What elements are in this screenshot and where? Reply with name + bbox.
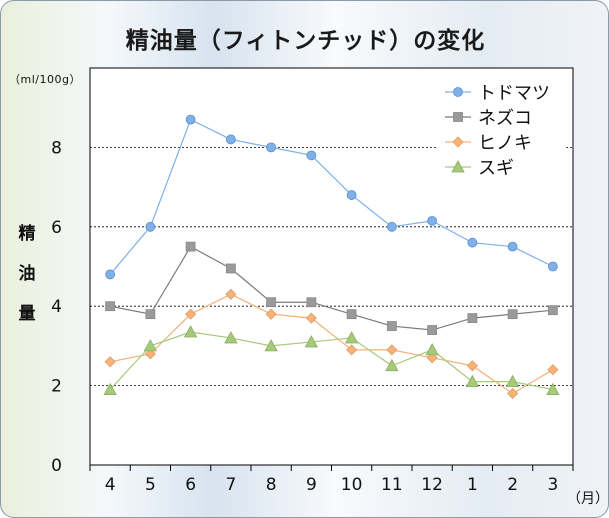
data-point xyxy=(466,360,478,372)
x-tick-label: 5 xyxy=(145,475,156,495)
y-axis-label-char: 量 xyxy=(18,304,36,324)
series-line xyxy=(110,293,554,395)
data-point xyxy=(465,374,480,388)
x-tick-label: 1 xyxy=(467,475,478,495)
data-point xyxy=(183,325,198,338)
y-tick-label: 0 xyxy=(51,456,62,476)
data-point xyxy=(426,352,438,364)
data-point xyxy=(266,142,277,153)
data-point xyxy=(143,339,158,352)
data-point xyxy=(547,364,559,376)
x-tick-label: 6 xyxy=(185,475,196,495)
chart-title: 精油量（フィトンチッド）の変化 xyxy=(125,28,486,54)
data-point xyxy=(507,309,518,320)
y-axis-label-char: 精 xyxy=(18,224,36,244)
data-point xyxy=(225,288,237,300)
data-point xyxy=(145,221,156,232)
x-tick-label: 2 xyxy=(507,475,518,495)
data-point xyxy=(346,309,357,320)
data-point xyxy=(346,344,358,356)
y-axis-label-char: 油 xyxy=(18,264,36,284)
x-tick-label: 10 xyxy=(341,475,363,495)
data-point xyxy=(427,215,438,226)
x-axis-unit: （月） xyxy=(567,491,609,507)
data-point xyxy=(105,269,116,280)
data-point xyxy=(467,313,478,324)
data-point xyxy=(105,301,116,312)
x-tick-label: 3 xyxy=(547,475,558,495)
data-point xyxy=(144,348,156,360)
data-point xyxy=(145,309,156,320)
y-tick-label: 6 xyxy=(51,218,62,238)
y-tick-label: 2 xyxy=(51,377,62,397)
data-point xyxy=(346,190,357,200)
data-point xyxy=(265,308,277,320)
legend-label: スギ xyxy=(478,158,514,179)
data-point xyxy=(306,297,317,308)
legend-marker xyxy=(453,112,463,122)
data-point xyxy=(344,331,359,344)
data-point xyxy=(546,382,560,395)
x-tick-label: 4 xyxy=(105,475,116,495)
data-point xyxy=(266,297,277,308)
legend-label: ヒノキ xyxy=(478,133,532,154)
x-tick-label: 7 xyxy=(225,475,236,495)
data-point xyxy=(425,343,439,356)
data-point xyxy=(225,134,236,145)
data-point xyxy=(386,344,398,356)
y-axis-label: 精油量 xyxy=(15,214,39,334)
data-point xyxy=(305,312,317,324)
data-point xyxy=(386,321,397,331)
data-point xyxy=(467,237,478,248)
x-tick-label: 8 xyxy=(266,475,277,495)
y-tick-label: 4 xyxy=(51,297,62,317)
data-point xyxy=(103,382,117,395)
data-point xyxy=(427,325,438,335)
legend-marker xyxy=(452,136,464,148)
data-point xyxy=(185,114,196,125)
data-point xyxy=(264,339,278,352)
data-point xyxy=(304,335,319,348)
legend-label: トドマツ xyxy=(478,83,550,104)
data-point xyxy=(185,241,196,252)
series-line xyxy=(109,331,553,391)
data-point xyxy=(306,150,317,161)
x-tick-label: 12 xyxy=(421,475,443,495)
series-line xyxy=(110,245,553,331)
data-point xyxy=(547,261,558,272)
data-point xyxy=(385,358,399,372)
x-tick-label: 11 xyxy=(381,475,403,495)
x-tick-label: 9 xyxy=(306,475,317,495)
data-point xyxy=(224,331,238,344)
data-point xyxy=(505,374,520,388)
series-line xyxy=(109,118,554,275)
data-point xyxy=(547,305,558,316)
data-point xyxy=(507,387,519,400)
data-point xyxy=(386,221,397,232)
legend-marker xyxy=(453,87,463,97)
data-point xyxy=(104,356,116,368)
legend-label: ネズコ xyxy=(478,108,532,129)
legend-marker xyxy=(451,160,465,173)
data-point xyxy=(185,308,197,320)
y-axis-unit: （ml/100g） xyxy=(9,73,81,86)
data-point xyxy=(225,263,236,274)
y-tick-label: 8 xyxy=(51,138,62,158)
data-point xyxy=(507,241,518,252)
